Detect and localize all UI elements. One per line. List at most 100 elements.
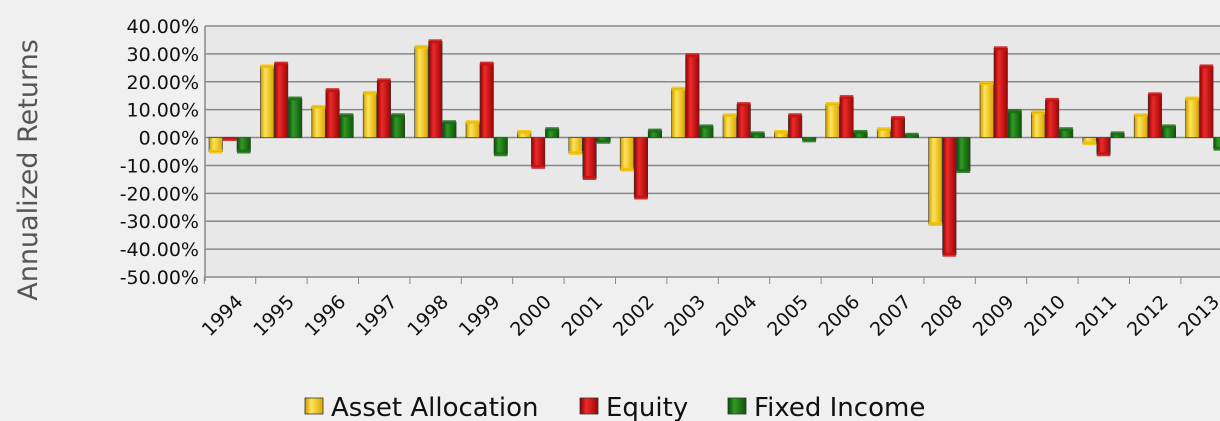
x-tick-label: 2003 (660, 291, 710, 341)
x-tick-label: 2009 (969, 291, 1019, 341)
bar-asset-allocation-1997 (362, 92, 378, 138)
x-tick-label: 1994 (198, 291, 248, 341)
bar-cap (1059, 127, 1073, 132)
y-tick-label: 20.00% (127, 72, 199, 94)
x-tick-label: 1999 (455, 291, 505, 341)
bar-asset-allocation-2008 (928, 137, 943, 225)
y-tick-label: 40.00% (127, 16, 199, 38)
bar-cap (1134, 113, 1148, 118)
bar-cap (260, 64, 274, 69)
bar-cap (1185, 96, 1200, 101)
bar-asset-allocation-1994 (208, 137, 223, 152)
bar-cap (788, 113, 802, 118)
bar-equity-2008 (942, 137, 957, 255)
bar-cap (802, 138, 816, 143)
bar-equity-2003 (685, 54, 700, 138)
bar-asset-allocation-2006 (825, 103, 840, 138)
bar-cap (494, 152, 508, 157)
bar-cap (311, 104, 326, 109)
x-tick-label: 2007 (866, 291, 916, 341)
bar-asset-allocation-1999 (465, 121, 480, 138)
legend-swatch-equity (579, 397, 599, 415)
y-axis-ticks: 40.00% 30.00% 20.00% 10.00% 0.00% -10.00% -20.… (120, 16, 199, 289)
bar-equity-2002 (633, 137, 649, 198)
bar-cap (1148, 92, 1162, 97)
x-tick-label: 2005 (763, 291, 813, 341)
bar-cap (1045, 97, 1059, 102)
bar-equity-2010 (1045, 99, 1060, 138)
bar-fixed-income-1996 (339, 114, 354, 138)
bar-fixed-income-1999 (493, 137, 508, 155)
bar-equity-1996 (325, 89, 340, 138)
bar-cap (1199, 64, 1214, 69)
bar-equity-1999 (479, 63, 494, 138)
bar-asset-allocation-2010 (1031, 112, 1046, 138)
bar-equity-2009 (993, 48, 1008, 138)
bar-cap (994, 46, 1008, 51)
bar-equity-2004 (736, 103, 751, 138)
bar-cap (723, 113, 737, 118)
bar-equity-1997 (376, 80, 392, 138)
bar-cap (274, 61, 288, 66)
bar-cap (1008, 109, 1022, 114)
x-tick-label: 1995 (249, 291, 299, 341)
bar-equity-2007 (890, 117, 906, 138)
bar-cap (751, 131, 765, 136)
bar-cap (339, 113, 354, 118)
y-tick-label: 0.00% (139, 128, 199, 150)
legend-swatch-fixed-income (727, 397, 747, 415)
bar-cap (325, 88, 340, 93)
bar-fixed-income-2009 (1007, 110, 1022, 138)
bar-cap (1031, 110, 1045, 115)
bar-asset-allocation-1996 (311, 106, 326, 138)
bar-cap (442, 120, 457, 125)
bar-equity-2005 (788, 114, 803, 138)
bar-fixed-income-2008 (956, 137, 971, 172)
bar-equity-1998 (428, 41, 443, 138)
bar-equity-2000 (531, 137, 546, 168)
bar-cap (428, 39, 443, 44)
x-tick-label: 2013 (1174, 291, 1220, 341)
bar-equity-1995 (274, 63, 289, 138)
bar-cap (928, 222, 943, 227)
bar-cap (1096, 152, 1111, 157)
bar-cap (545, 127, 559, 132)
bar-cap (237, 149, 251, 154)
x-tick-label: 2006 (815, 291, 865, 341)
bar-cap (942, 252, 957, 257)
bar-cap (1213, 146, 1220, 151)
bar-cap (685, 53, 700, 58)
y-axis-title: Annualized Returns (13, 39, 44, 301)
bar-cap (209, 149, 223, 154)
bar-cap (466, 120, 480, 125)
bar-cap (391, 113, 405, 118)
bar-fixed-income-1997 (390, 114, 406, 138)
bar-cap (568, 150, 583, 155)
y-tick-label: -10.00% (120, 155, 199, 177)
bar-asset-allocation-2003 (671, 88, 686, 138)
bar-cap (671, 86, 686, 91)
y-tick-label: 30.00% (127, 44, 199, 66)
x-tick-label: 1997 (352, 291, 402, 341)
bar-cap (853, 129, 868, 134)
bar-asset-allocation-2013 (1185, 98, 1200, 138)
bar-asset-allocation-2004 (722, 114, 737, 138)
x-tick-label: 2008 (917, 291, 967, 341)
bar-cap (377, 78, 391, 83)
bar-cap (223, 136, 237, 141)
bar-cap (956, 169, 971, 174)
x-tick-label: 2012 (1123, 291, 1173, 341)
bar-fixed-income-1994 (236, 137, 251, 152)
bar-fixed-income-1995 (288, 98, 303, 138)
bar-equity-2011 (1096, 137, 1111, 155)
x-axis-ticks: 1994 1995 1996 1997 1998 1999 2000 2001 2002 2003… (198, 277, 1220, 341)
bar-asset-allocation-2012 (1133, 114, 1148, 138)
bar-cap (634, 195, 648, 200)
legend-label-fixed-income: Fixed Income (754, 393, 925, 421)
bar-cap (825, 102, 840, 107)
x-tick-label: 2011 (1072, 291, 1122, 341)
bar-cap (596, 139, 611, 144)
bar-equity-2006 (839, 96, 854, 138)
bar-cap (648, 128, 662, 133)
